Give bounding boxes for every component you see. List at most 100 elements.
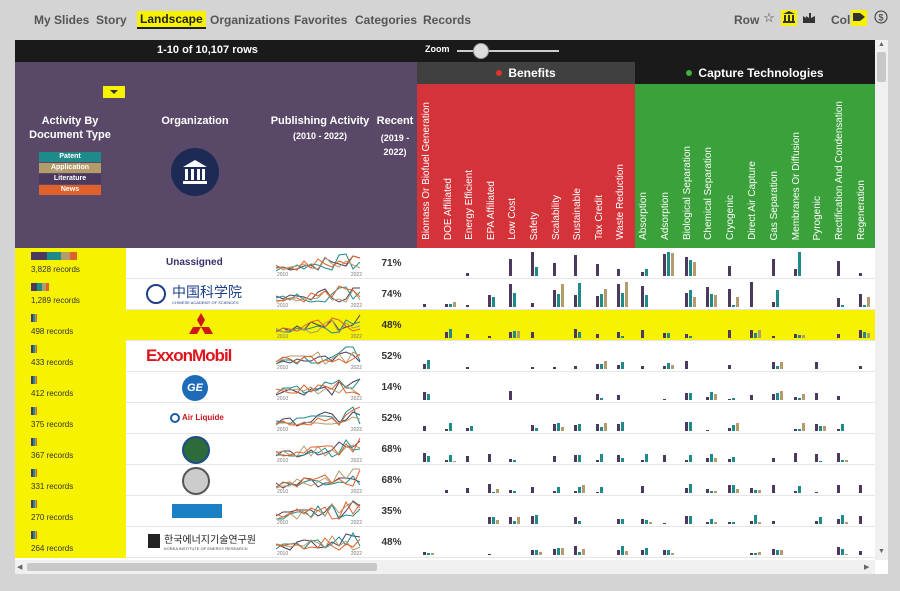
organization-cell[interactable] <box>126 465 274 496</box>
sparkline-cell[interactable]: 2010 2022 <box>274 279 366 310</box>
organization-cell[interactable]: GE <box>126 372 274 403</box>
activity-cell[interactable]: 3,828 records <box>15 248 126 279</box>
capture-column-header[interactable]: Biological Separation <box>681 146 693 240</box>
organization-cell[interactable]: ExxonMobil <box>126 341 274 372</box>
zoom-slider-handle[interactable] <box>473 43 489 59</box>
activity-cell[interactable]: 367 records <box>15 434 126 465</box>
tab-records[interactable]: Records <box>423 13 472 27</box>
capture-column-header[interactable]: Absorption <box>638 192 649 240</box>
table-row[interactable]: 498 records 2010 2022 48% <box>15 310 875 341</box>
table-row[interactable]: 331 records 2010 2022 68% <box>15 465 875 496</box>
organization-cell[interactable]: 한국에너지기술연구원 KOREA INSTITUTE OF ENERGY RESE… <box>126 527 274 558</box>
vertical-scroll-thumb[interactable] <box>877 52 886 82</box>
tab-categories[interactable]: Categories <box>355 13 418 27</box>
category-cells[interactable] <box>417 496 875 527</box>
activity-stacked-bar <box>31 438 38 446</box>
table-row[interactable]: 270 records 2010 2022 35% <box>15 496 875 527</box>
capture-column-header[interactable]: Chemical Separation <box>703 147 715 240</box>
benefit-column-header[interactable]: Tax Credit <box>593 194 605 240</box>
sparkline-cell[interactable]: 2010 2022 <box>274 248 366 279</box>
category-cells[interactable] <box>417 403 875 434</box>
sparkline-cell[interactable]: 2010 2022 <box>274 496 366 527</box>
benefit-column-header[interactable]: Biomass Or Biofuel Generation <box>421 102 432 240</box>
activity-cell[interactable]: 412 records <box>15 372 126 403</box>
capture-column-header[interactable]: Adsorption <box>659 192 671 240</box>
benefit-column-header[interactable]: DOE Affiliated <box>442 177 454 240</box>
activity-cell[interactable]: 498 records <box>15 310 126 341</box>
table-row[interactable]: 433 records ExxonMobil 2010 2022 52% <box>15 341 875 372</box>
benefit-column-header[interactable]: Energy Efficient <box>464 170 476 240</box>
activity-cell[interactable]: 264 records <box>15 527 126 558</box>
activity-cell[interactable]: 433 records <box>15 341 126 372</box>
category-cells[interactable] <box>417 527 875 558</box>
benefit-column-header[interactable]: EPA Affiliated <box>485 180 497 240</box>
category-cells[interactable] <box>417 341 875 372</box>
capture-column-header[interactable]: Rectification And Condensation <box>834 101 846 240</box>
scroll-down-icon[interactable]: ▼ <box>878 548 885 555</box>
sparkline-cell[interactable]: 2010 2022 <box>274 403 366 434</box>
benefit-column-header[interactable]: Low Cost <box>507 198 519 240</box>
sparkline-cell[interactable]: 2010 2022 <box>274 310 366 341</box>
horizontal-scroll-thumb[interactable] <box>27 563 377 571</box>
star-icon[interactable]: ☆ <box>763 10 775 25</box>
scroll-up-icon[interactable]: ▲ <box>878 41 885 48</box>
tab-organizations[interactable]: Organizations <box>210 13 291 27</box>
capture-column-header[interactable]: Direct Air Capture <box>747 161 758 240</box>
category-cells[interactable] <box>417 465 875 496</box>
organization-cell[interactable] <box>126 310 274 341</box>
capture-column-header[interactable]: Pyrogenic <box>812 195 824 240</box>
sparkline-cell[interactable]: 2010 2022 <box>274 372 366 403</box>
organization-cell[interactable] <box>126 496 274 527</box>
sparkline-cell[interactable]: 2010 2022 <box>274 527 366 558</box>
scroll-right-icon[interactable]: ▶ <box>864 564 870 571</box>
benefit-column-header[interactable]: Waste Reduction <box>615 164 627 240</box>
tab-favorites[interactable]: Favorites <box>294 13 348 27</box>
activity-cell[interactable]: 375 records <box>15 403 126 434</box>
tab-my-slides[interactable]: My Slides <box>34 13 90 27</box>
capture-column-header[interactable]: Regeneration <box>856 179 867 240</box>
publishing-sparkline <box>276 378 361 396</box>
benefit-column-header[interactable]: Scalability <box>550 194 562 240</box>
activity-cell[interactable]: 331 records <box>15 465 126 496</box>
table-row[interactable]: 412 records GE 2010 2022 14% <box>15 372 875 403</box>
svg-text:$: $ <box>878 13 883 23</box>
benefit-column-header[interactable]: Safety <box>529 211 540 240</box>
sparkline-cell[interactable]: 2010 2022 <box>274 341 366 372</box>
organization-cell[interactable]: 中国科学院 CHINESE ACADEMY OF SCIENCES <box>126 279 274 310</box>
category-cells[interactable] <box>417 279 875 310</box>
horizontal-scrollbar[interactable]: ◀ ▶ <box>15 560 875 574</box>
table-row[interactable]: 367 records 2010 2022 68% <box>15 434 875 465</box>
table-row[interactable]: 264 records 한국에너지기술연구원 KOREA INSTITUTE OF … <box>15 527 875 558</box>
zoom-track[interactable] <box>457 50 559 52</box>
air-liquide-icon <box>170 413 180 423</box>
capture-column-header[interactable]: Gas Separation <box>768 170 780 241</box>
sparkline-cell[interactable]: 2010 2022 <box>274 465 366 496</box>
activity-cell[interactable]: 270 records <box>15 496 126 527</box>
activity-dropdown[interactable] <box>103 86 125 98</box>
vertical-scrollbar[interactable]: ▲ ▼ <box>875 40 888 560</box>
capture-group-header[interactable]: Capture Technologies <box>635 62 875 84</box>
sparkline-cell[interactable]: 2010 2022 <box>274 434 366 465</box>
table-row[interactable]: 3,828 records Unassigned 2010 2022 71% <box>15 248 875 279</box>
capture-column-header[interactable]: Membranes Or Diffusion <box>790 131 802 240</box>
organization-cell[interactable]: Air Liquide <box>126 403 274 434</box>
tab-story[interactable]: Story <box>96 13 127 27</box>
category-cells[interactable] <box>417 248 875 279</box>
table-row[interactable]: 375 records Air Liquide 2010 2022 52% <box>15 403 875 434</box>
scroll-left-icon[interactable]: ◀ <box>17 564 23 571</box>
tab-landscape[interactable]: Landscape <box>137 11 206 29</box>
table-row[interactable]: 1,289 records 中国科学院 CHINESE ACADEMY OF SCI… <box>15 279 875 310</box>
benefit-column-header[interactable]: Sustainable <box>572 187 584 240</box>
dollar-icon[interactable]: $ <box>873 10 889 26</box>
organization-cell[interactable]: Unassigned <box>126 248 274 279</box>
organization-cell[interactable] <box>126 434 274 465</box>
industry-icon[interactable] <box>801 10 817 26</box>
institution-icon[interactable] <box>781 10 797 26</box>
activity-cell[interactable]: 1,289 records <box>15 279 126 310</box>
tag-icon[interactable] <box>851 10 867 26</box>
category-cells[interactable] <box>417 310 875 341</box>
category-cells[interactable] <box>417 434 875 465</box>
category-cells[interactable] <box>417 372 875 403</box>
capture-column-header[interactable]: Cryogenic <box>725 194 737 240</box>
benefits-group-header[interactable]: Benefits <box>417 62 635 84</box>
